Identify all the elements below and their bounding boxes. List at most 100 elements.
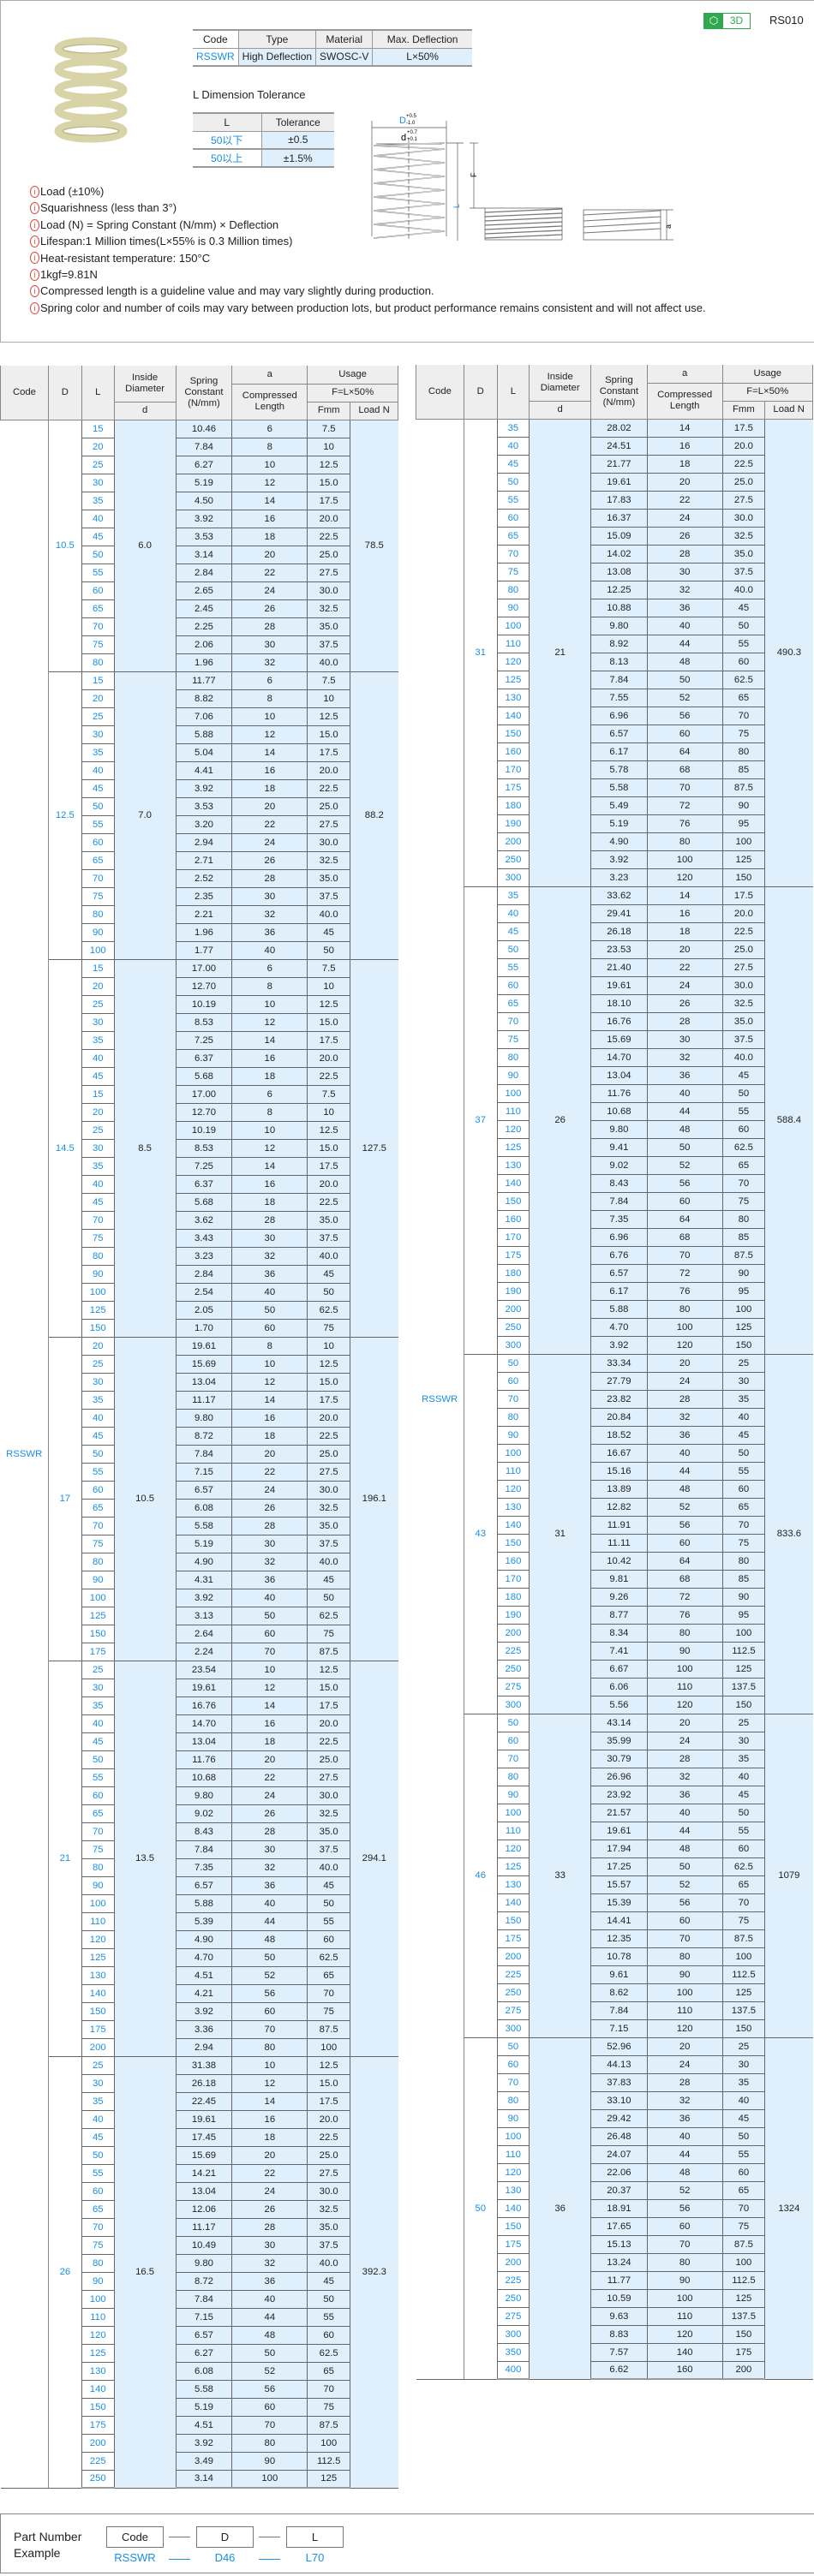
length-cell[interactable]: 30 — [81, 724, 115, 744]
length-cell[interactable]: 35 — [81, 1696, 115, 1715]
length-cell[interactable]: 200 — [81, 2037, 115, 2057]
length-cell[interactable]: 140 — [81, 2379, 115, 2399]
length-cell[interactable]: 120 — [496, 1119, 530, 1139]
length-cell[interactable]: 250 — [496, 2288, 530, 2308]
length-cell[interactable]: 110 — [496, 1821, 530, 1840]
length-cell[interactable]: 175 — [496, 778, 530, 797]
length-cell[interactable]: 100 — [81, 1282, 115, 1302]
length-cell[interactable]: 100 — [496, 1803, 530, 1822]
length-cell[interactable]: 60 — [81, 581, 115, 600]
length-cell[interactable]: 125 — [81, 1300, 115, 1320]
length-cell[interactable]: 65 — [81, 1804, 115, 1823]
length-cell[interactable]: 190 — [496, 1605, 530, 1625]
length-cell[interactable]: 140 — [496, 1173, 530, 1193]
length-cell[interactable]: 170 — [496, 1569, 530, 1589]
length-cell[interactable]: 55 — [81, 563, 115, 582]
length-cell[interactable]: 130 — [496, 1497, 530, 1517]
length-cell[interactable]: 150 — [81, 2397, 115, 2417]
length-cell[interactable]: 200 — [496, 1623, 530, 1643]
length-cell[interactable]: 40 — [81, 760, 115, 780]
length-cell[interactable]: 225 — [81, 2451, 115, 2471]
length-cell[interactable]: 50 — [496, 2036, 530, 2056]
length-cell[interactable]: 110 — [496, 634, 530, 653]
length-cell[interactable]: 75 — [81, 1840, 115, 1859]
length-cell[interactable]: 80 — [496, 1047, 530, 1067]
length-cell[interactable]: 60 — [496, 508, 530, 528]
length-cell[interactable]: 300 — [496, 1695, 530, 1714]
length-cell[interactable]: 35 — [81, 1156, 115, 1176]
outer-diameter-cell[interactable]: 21 — [48, 1660, 82, 2057]
length-cell[interactable]: 70 — [81, 2217, 115, 2237]
length-cell[interactable]: 25 — [81, 455, 115, 474]
length-cell[interactable]: 80 — [496, 1767, 530, 1786]
code-cell[interactable]: RSSWR — [416, 418, 464, 2380]
length-cell[interactable]: 120 — [81, 1929, 115, 1949]
length-cell[interactable]: 70 — [81, 868, 115, 888]
length-cell[interactable]: 225 — [496, 1965, 530, 1984]
length-cell[interactable]: 25 — [81, 994, 115, 1014]
length-cell[interactable]: 45 — [81, 527, 115, 546]
length-cell[interactable]: 170 — [496, 760, 530, 779]
length-cell[interactable]: 70 — [496, 1389, 530, 1409]
length-cell[interactable]: 150 — [81, 1624, 115, 1643]
length-cell[interactable]: 140 — [496, 2198, 530, 2218]
length-cell[interactable]: 150 — [496, 1191, 530, 1211]
length-cell[interactable]: 300 — [496, 2324, 530, 2344]
length-cell[interactable]: 50 — [81, 545, 115, 564]
length-cell[interactable]: 130 — [81, 1965, 115, 1985]
length-cell[interactable]: 100 — [496, 616, 530, 635]
length-cell[interactable]: 130 — [81, 2361, 115, 2381]
length-cell[interactable]: 80 — [81, 1246, 115, 1266]
length-cell[interactable]: 65 — [81, 2199, 115, 2219]
length-cell[interactable]: 140 — [496, 1515, 530, 1535]
length-cell[interactable]: 50 — [81, 1444, 115, 1464]
outer-diameter-cell[interactable]: 26 — [48, 2055, 82, 2489]
length-cell[interactable]: 35 — [81, 742, 115, 762]
outer-diameter-cell[interactable]: 43 — [464, 1353, 498, 1714]
length-cell[interactable]: 90 — [496, 1065, 530, 1085]
length-cell[interactable]: 90 — [81, 1570, 115, 1589]
length-cell[interactable]: 300 — [496, 1335, 530, 1355]
length-cell[interactable]: 55 — [496, 957, 530, 977]
outer-diameter-cell[interactable]: 37 — [464, 886, 498, 1355]
length-cell[interactable]: 45 — [81, 1192, 115, 1212]
length-cell[interactable]: 30 — [81, 1012, 115, 1032]
length-cell[interactable]: 100 — [81, 1588, 115, 1607]
length-cell[interactable]: 250 — [496, 1659, 530, 1679]
length-cell[interactable]: 100 — [81, 2289, 115, 2309]
length-cell[interactable]: 25 — [81, 1120, 115, 1140]
length-cell[interactable]: 150 — [81, 1318, 115, 1338]
outer-diameter-cell[interactable]: 14.5 — [48, 958, 82, 1338]
length-cell[interactable]: 30 — [81, 473, 115, 492]
length-cell[interactable]: 55 — [81, 1768, 115, 1787]
length-cell[interactable]: 300 — [496, 2018, 530, 2038]
length-cell[interactable]: 125 — [496, 670, 530, 689]
length-cell[interactable]: 60 — [81, 1480, 115, 1500]
length-cell[interactable]: 200 — [81, 2433, 115, 2453]
length-cell[interactable]: 100 — [496, 1083, 530, 1103]
length-cell[interactable]: 35 — [81, 2091, 115, 2111]
length-cell[interactable]: 120 — [81, 2325, 115, 2345]
length-cell[interactable]: 225 — [496, 2270, 530, 2290]
spec-code[interactable]: RSSWR — [193, 48, 239, 67]
length-cell[interactable]: 55 — [81, 814, 115, 834]
length-cell[interactable]: 100 — [81, 1893, 115, 1913]
length-cell[interactable]: 60 — [81, 1786, 115, 1805]
length-cell[interactable]: 200 — [496, 2252, 530, 2272]
length-cell[interactable]: 175 — [496, 2234, 530, 2254]
length-cell[interactable]: 125 — [81, 2343, 115, 2363]
length-cell[interactable]: 50 — [496, 1353, 530, 1373]
length-cell[interactable]: 40 — [81, 2109, 115, 2129]
length-cell[interactable]: 150 — [496, 724, 530, 743]
length-cell[interactable]: 45 — [81, 1066, 115, 1086]
length-cell[interactable]: 175 — [496, 1929, 530, 1948]
length-cell[interactable]: 175 — [81, 2415, 115, 2435]
length-cell[interactable]: 130 — [496, 688, 530, 707]
length-cell[interactable]: 140 — [81, 1983, 115, 2003]
length-cell[interactable]: 75 — [81, 1228, 115, 1248]
length-cell[interactable]: 80 — [81, 653, 115, 672]
length-cell[interactable]: 175 — [81, 1642, 115, 1661]
length-cell[interactable]: 55 — [496, 490, 530, 510]
length-cell[interactable]: 60 — [496, 975, 530, 995]
length-cell[interactable]: 110 — [496, 2144, 530, 2164]
